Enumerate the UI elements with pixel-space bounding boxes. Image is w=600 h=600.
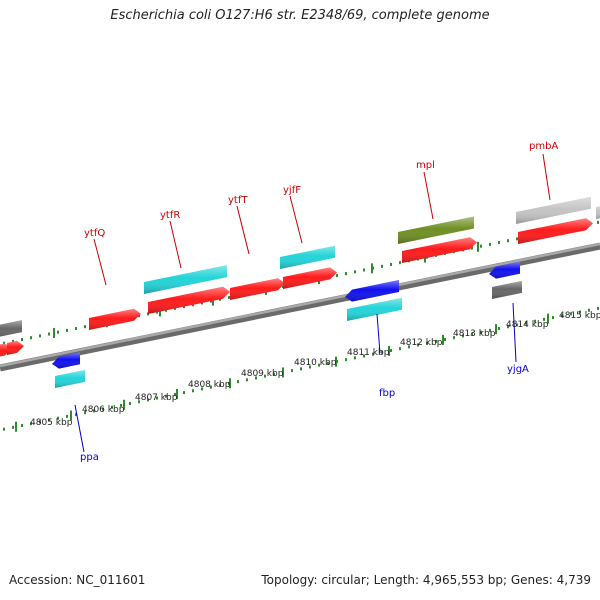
gene-label-ytfq[interactable]: ytfQ — [84, 228, 105, 239]
gene-ppa-partner[interactable] — [55, 369, 85, 388]
map-title: Escherichia coli O127:H6 str. E2348/69, … — [110, 8, 490, 23]
kbp-label: 4812 kbp — [400, 338, 443, 348]
gene-ppa[interactable] — [52, 352, 80, 369]
gene-label-yjga[interactable]: yjgA — [507, 364, 529, 375]
kbp-label: 4813 kbp — [453, 329, 496, 339]
gene-right-edge[interactable] — [596, 205, 600, 219]
gene-label-fbp[interactable]: fbp — [379, 388, 395, 399]
gene-ytfr-cyan[interactable] — [144, 265, 227, 294]
gene-mpl[interactable] — [402, 237, 477, 263]
gene-yjga-partner[interactable] — [492, 280, 522, 299]
gene-yjga[interactable] — [489, 261, 520, 279]
gene-label-yjff[interactable]: yjfF — [283, 185, 301, 196]
kbp-label: 4809 kbp — [241, 369, 284, 379]
genome-backbone-highlight — [0, 242, 600, 368]
kbp-label: 4811 kbp — [347, 348, 390, 358]
kbp-label: 4805 kbp — [30, 418, 73, 428]
gene-ytfq[interactable] — [89, 308, 141, 330]
gene-ytft[interactable] — [230, 278, 285, 300]
gene-label-mpl[interactable]: mpl — [416, 160, 435, 171]
kbp-label: 4810 kbp — [294, 358, 337, 368]
kbp-label: 4815 kbp — [559, 311, 600, 321]
gene-label-ytft[interactable]: ytfT — [228, 195, 248, 206]
gene-label-ytfr[interactable]: ytfR — [160, 210, 180, 221]
gene-pmba[interactable] — [518, 218, 593, 244]
gene-yjff-cyan[interactable] — [280, 245, 335, 269]
gene-left-grey[interactable] — [0, 320, 22, 339]
kbp-label: 4808 kbp — [188, 380, 231, 390]
gene-label-pmba[interactable]: pmbA — [529, 141, 558, 152]
outer-tick-track — [3, 306, 599, 432]
gene-fbp[interactable] — [345, 280, 399, 302]
gene-fbp-partner[interactable] — [347, 297, 402, 321]
gene-left-red-b[interactable] — [7, 340, 24, 355]
genome-summary: Topology: circular; Length: 4,965,553 bp… — [261, 573, 591, 587]
gene-pmba-grey[interactable] — [516, 196, 591, 224]
kbp-label: 4814 kbp — [506, 320, 549, 330]
gene-mpl-olive[interactable] — [398, 216, 474, 245]
accession-label: Accession: NC_011601 — [9, 573, 146, 587]
gene-ytfr[interactable] — [148, 286, 230, 314]
gene-label-ppa[interactable]: ppa — [80, 452, 99, 463]
kbp-label: 4807 kbp — [135, 393, 178, 403]
kbp-label: 4806 kbp — [82, 405, 125, 415]
gene-yjff[interactable] — [283, 267, 337, 289]
